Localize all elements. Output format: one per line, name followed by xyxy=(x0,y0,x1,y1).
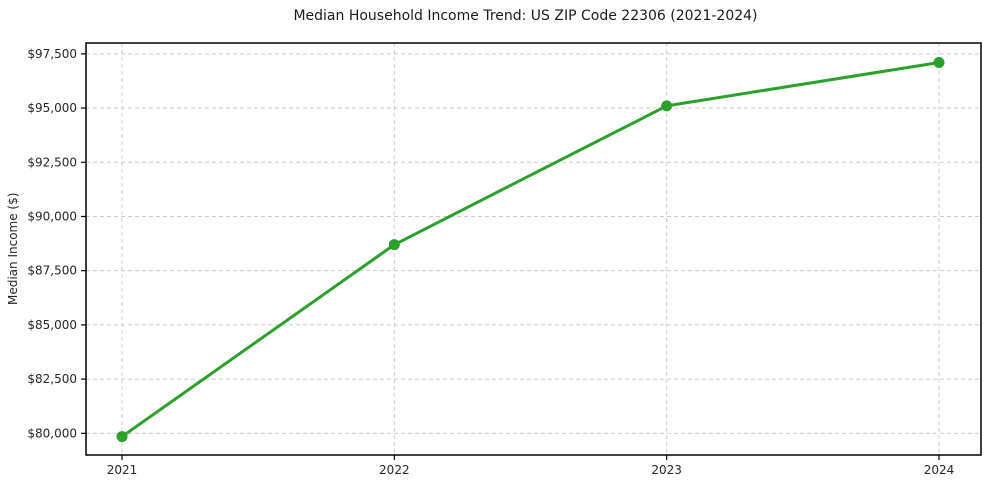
data-point-marker xyxy=(661,100,673,112)
y-axis-title: Median Income ($) xyxy=(6,192,20,306)
x-tick-label: 2023 xyxy=(651,463,682,477)
data-point-marker xyxy=(116,431,128,443)
y-tick-label: $85,000 xyxy=(27,318,77,332)
y-tick-label: $92,500 xyxy=(27,155,77,169)
data-point-marker xyxy=(933,57,945,69)
y-tick-label: $80,000 xyxy=(27,426,77,440)
data-point-marker xyxy=(388,239,400,251)
plot-border xyxy=(85,42,982,456)
y-tick-label: $90,000 xyxy=(27,209,77,223)
x-tick-label: 2021 xyxy=(107,463,138,477)
y-tick-label: $87,500 xyxy=(27,264,77,278)
x-tick-label: 2024 xyxy=(924,463,955,477)
y-tick-label: $97,500 xyxy=(27,47,77,61)
x-tick-label: 2022 xyxy=(379,463,410,477)
y-tick-label: $95,000 xyxy=(27,101,77,115)
chart-title: Median Household Income Trend: US ZIP Co… xyxy=(293,8,758,24)
income-trend-line xyxy=(120,61,941,439)
y-tick-label: $82,500 xyxy=(27,372,77,386)
